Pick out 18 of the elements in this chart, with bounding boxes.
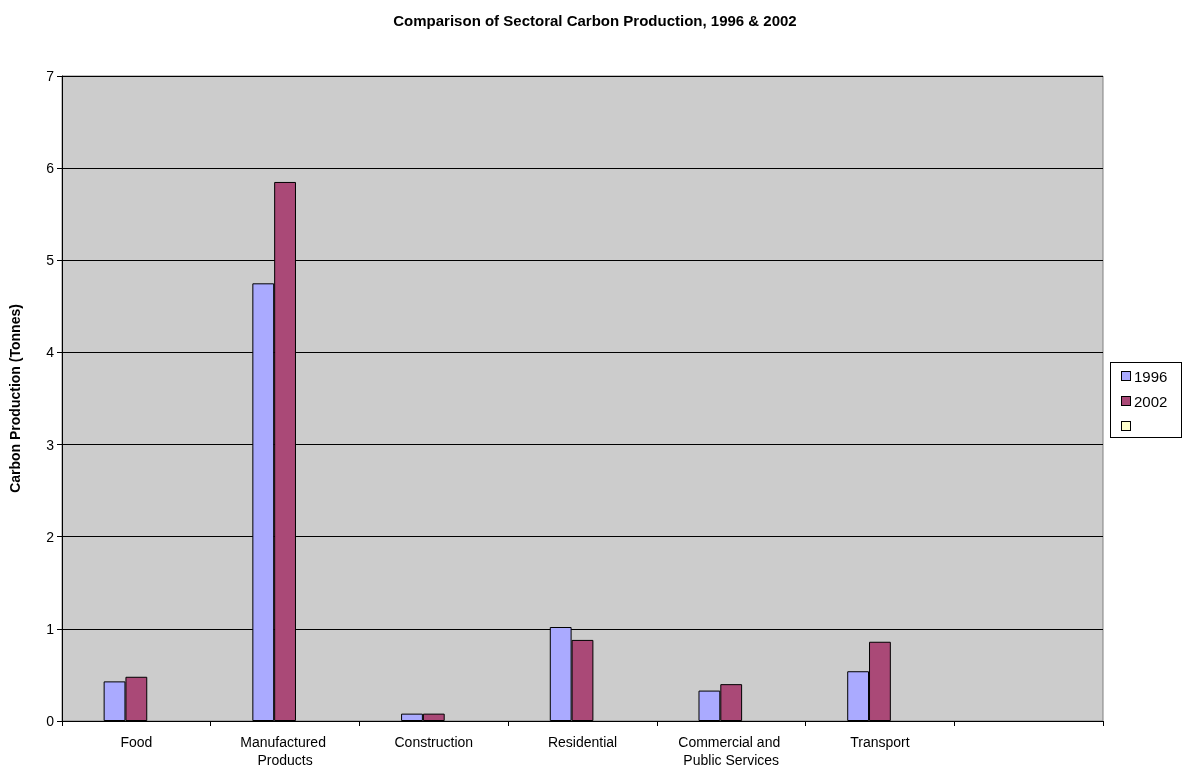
y-tick-label: 2: [46, 528, 55, 545]
y-tick-label: 0: [46, 713, 55, 729]
legend-label: 1996: [1134, 367, 1168, 385]
chart-title: Comparison of Sectoral Carbon Production, 1996 & 2002: [393, 12, 797, 29]
y-tick-label: 6: [46, 160, 55, 177]
x-tick-label: Transport: [850, 734, 910, 750]
x-tick-label: Residential: [547, 734, 618, 750]
y-axis-title: Carbon Production (Tonnes): [7, 304, 23, 493]
x-tick-label: Manufactured Products: [240, 734, 330, 768]
x-tick-label: Construction: [394, 734, 474, 750]
y-tick-label: 4: [46, 344, 55, 361]
y-tick-label: 1: [46, 620, 55, 637]
legend-label: 2002: [1134, 392, 1168, 410]
x-tick-label: Food: [120, 734, 153, 750]
y-tick-label: 7: [46, 68, 55, 84]
x-tick-label: Commercial and Public Services: [678, 734, 785, 768]
y-tick-label: 3: [46, 436, 55, 453]
y-tick-label: 5: [46, 252, 55, 269]
